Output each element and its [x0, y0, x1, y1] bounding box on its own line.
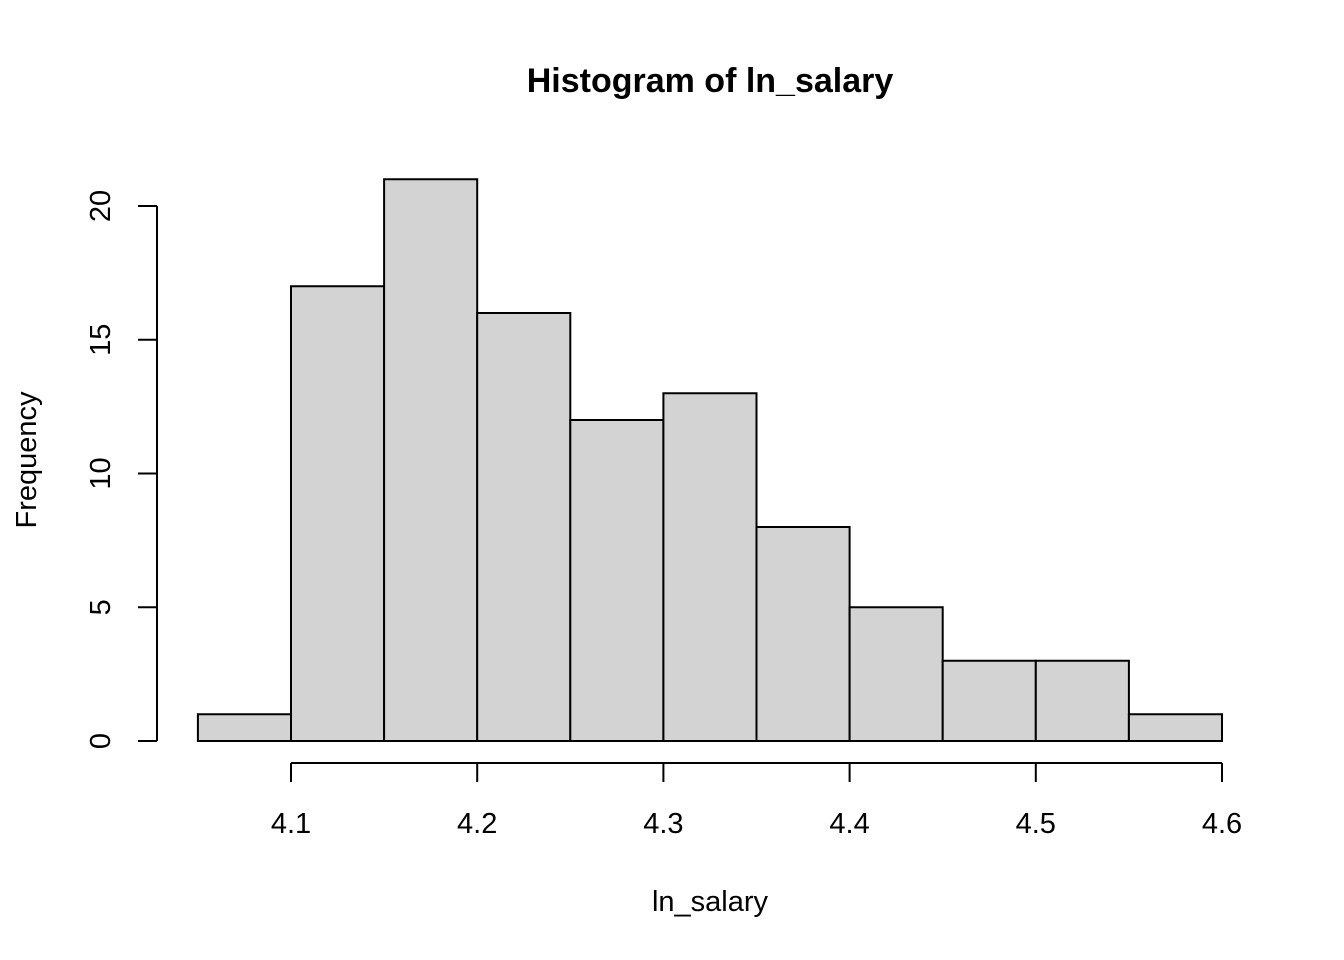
histogram-bar — [569, 419, 665, 742]
histogram-bar — [755, 526, 851, 742]
histogram-bar — [848, 606, 944, 742]
y-axis: 0 5 10 15 20 — [85, 190, 158, 749]
x-axis-label: ln_salary — [652, 886, 769, 918]
x-axis: 4.1 4.2 4.3 4.4 4.5 4.6 — [271, 762, 1242, 840]
histogram-bar — [290, 285, 386, 742]
x-tick-label: 4.5 — [1016, 808, 1056, 840]
x-tick-label: 4.2 — [457, 808, 497, 840]
histogram-bar — [383, 178, 479, 742]
x-tick-label: 4.6 — [1202, 808, 1242, 840]
chart-title: Histogram of ln_salary — [527, 62, 894, 100]
x-tick-label: 4.1 — [271, 808, 311, 840]
histogram-bar — [941, 659, 1037, 742]
histogram-bar — [662, 392, 758, 742]
histogram-bar — [476, 312, 572, 742]
bars-group — [196, 178, 1224, 742]
y-tick-label: 10 — [85, 457, 117, 489]
y-axis-label: Frequency — [11, 391, 43, 529]
y-tick-label: 15 — [85, 324, 117, 356]
histogram-bar — [196, 713, 292, 742]
x-tick-label: 4.4 — [829, 808, 869, 840]
y-tick-label: 0 — [85, 733, 117, 749]
y-tick-label: 20 — [85, 190, 117, 222]
histogram-bar — [1127, 713, 1224, 742]
x-tick-label: 4.3 — [643, 808, 683, 840]
y-tick-label: 5 — [85, 599, 117, 615]
histogram-bar — [1034, 659, 1130, 742]
